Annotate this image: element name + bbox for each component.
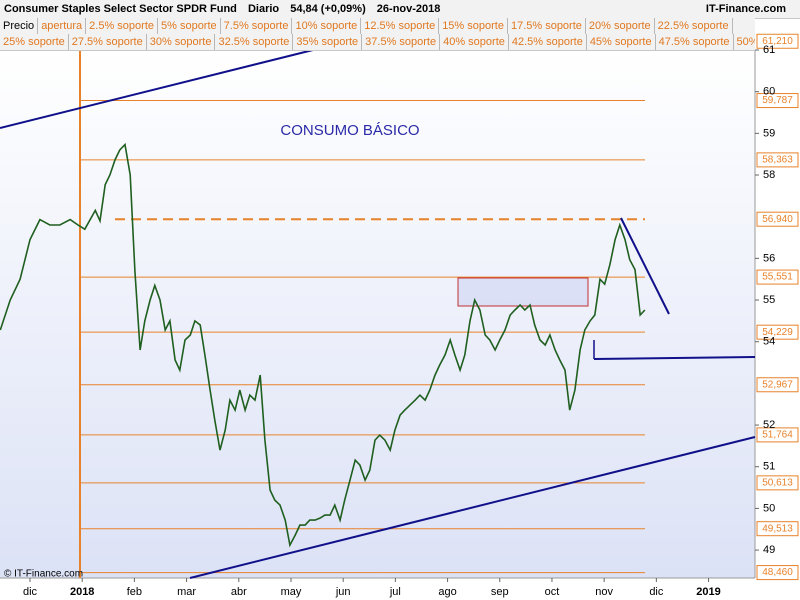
indicator-toggle[interactable]: 10% soporte — [292, 18, 362, 34]
level-label-box — [756, 521, 799, 537]
indicator-toggle[interactable]: 50% sop — [734, 34, 755, 50]
axis-background — [0, 578, 800, 600]
level-label-box — [756, 211, 799, 227]
x-tick-label: feb — [127, 586, 142, 598]
indicator-toggle[interactable]: 35% soporte — [293, 34, 363, 50]
y-tick-label: 51 — [763, 461, 775, 473]
level-label-box — [756, 565, 799, 581]
level-label: 50,613 — [762, 478, 793, 489]
x-tick-label: nov — [595, 586, 613, 598]
plot-background — [0, 50, 755, 578]
y-tick-label: 61 — [763, 44, 775, 56]
y-tick-label: 59 — [763, 127, 775, 139]
indicator-toggle[interactable]: 15% soporte — [439, 18, 508, 34]
level-label-box — [756, 377, 799, 393]
x-tick-label: dic — [23, 586, 38, 598]
y-tick-label: 50 — [763, 502, 775, 514]
indicator-toggle[interactable]: 47.5% soporte — [656, 34, 734, 50]
x-tick-label: 2018 — [70, 586, 94, 598]
indicator-toggle[interactable]: 12.5% soporte — [361, 18, 440, 34]
indicator-toggle[interactable]: 40% soporte — [440, 34, 509, 50]
indicator-row: 25% soporte 27.5% soporte 30% soporte 32.5%… — [0, 34, 755, 51]
indicator-toggle[interactable]: 42.5% soporte — [509, 34, 587, 50]
last-price: 54,84 (+0,09%) — [290, 3, 366, 15]
indicator-row: Precio apertura 2.5% soporte 5% soporte 7.5… — [0, 18, 755, 35]
title: Consumer Staples Select Sector SPDR Fund — [4, 3, 237, 15]
level-label-box — [756, 269, 799, 285]
level-label: 55,551 — [762, 272, 793, 283]
date: 26-nov-2018 — [376, 3, 441, 15]
indicator-toggle[interactable]: 32.5% soporte — [215, 34, 294, 50]
level-label: 49,513 — [762, 523, 793, 534]
level-label: 59,787 — [762, 95, 793, 106]
indicator-toggle[interactable]: 25% soporte — [0, 34, 69, 50]
trend-line — [620, 217, 670, 315]
level-label: 52,967 — [762, 379, 793, 390]
level-label: 48,460 — [762, 567, 793, 578]
y-tick-label: 49 — [763, 544, 775, 556]
copyright: © IT-Finance.com — [4, 569, 83, 580]
level-label: 61,210 — [762, 36, 793, 47]
price-label[interactable]: Precio — [0, 18, 39, 34]
level-label-box — [756, 427, 799, 443]
x-tick-label: dic — [649, 586, 664, 598]
indicator-toggle[interactable]: 37.5% soporte — [362, 34, 441, 50]
level-label: 58,363 — [762, 155, 793, 166]
y-tick-label: 58 — [763, 169, 775, 181]
x-tick-label: jun — [335, 586, 351, 598]
zone-box — [457, 277, 589, 307]
indicator-toggle[interactable]: 2.5% soporte — [86, 18, 158, 34]
level-label: 51,764 — [762, 430, 793, 441]
indicator-toggle[interactable]: 22.5% soporte — [655, 18, 733, 34]
y-tick-label: 56 — [763, 252, 775, 264]
level-label-box — [756, 93, 799, 109]
level-label-box — [756, 324, 799, 340]
x-tick-label: mar — [177, 586, 196, 598]
indicator-toggle[interactable]: 30% soporte — [147, 34, 216, 50]
x-tick-label: 2019 — [696, 586, 720, 598]
indicator-toggle[interactable]: 7.5% soporte — [221, 18, 293, 34]
header-bar: Consumer Staples Select Sector SPDR Fund… — [0, 0, 800, 19]
source: IT-Finance.com — [705, 3, 786, 15]
y-tick-label: 54 — [763, 336, 775, 348]
axis-background — [755, 50, 800, 578]
x-tick-label: ago — [438, 586, 456, 598]
indicator-toggle[interactable]: apertura — [38, 18, 87, 34]
indicator-toggle[interactable]: 5% soporte — [158, 18, 221, 34]
y-tick-label: 55 — [763, 294, 775, 306]
annotation: CONSUMO BÁSICO — [280, 122, 419, 139]
indicator-toggle[interactable]: 20% soporte — [586, 18, 655, 34]
x-tick-label: sep — [491, 586, 509, 598]
x-tick-label: jul — [389, 586, 401, 598]
level-label-box — [756, 33, 799, 49]
y-tick-label: 52 — [763, 419, 775, 431]
y-tick-label: 60 — [763, 86, 775, 98]
indicator-toggle[interactable]: 45% soporte — [587, 34, 656, 50]
trend-line — [189, 436, 756, 579]
indicator-toggle[interactable]: 17.5% soporte — [508, 18, 586, 34]
trend-line — [593, 356, 756, 360]
x-tick-label: may — [281, 586, 302, 598]
level-label: 54,229 — [762, 327, 793, 338]
level-label-box — [756, 475, 799, 491]
level-label-box — [756, 152, 799, 168]
price-line — [0, 142, 646, 548]
x-tick-label: oct — [545, 586, 560, 598]
x-tick-label: abr — [231, 586, 247, 598]
indicator-toggle[interactable]: 27.5% soporte — [69, 34, 147, 50]
period: Diario — [247, 3, 280, 15]
level-label: 56,940 — [762, 214, 793, 225]
trend-line — [0, 46, 326, 129]
